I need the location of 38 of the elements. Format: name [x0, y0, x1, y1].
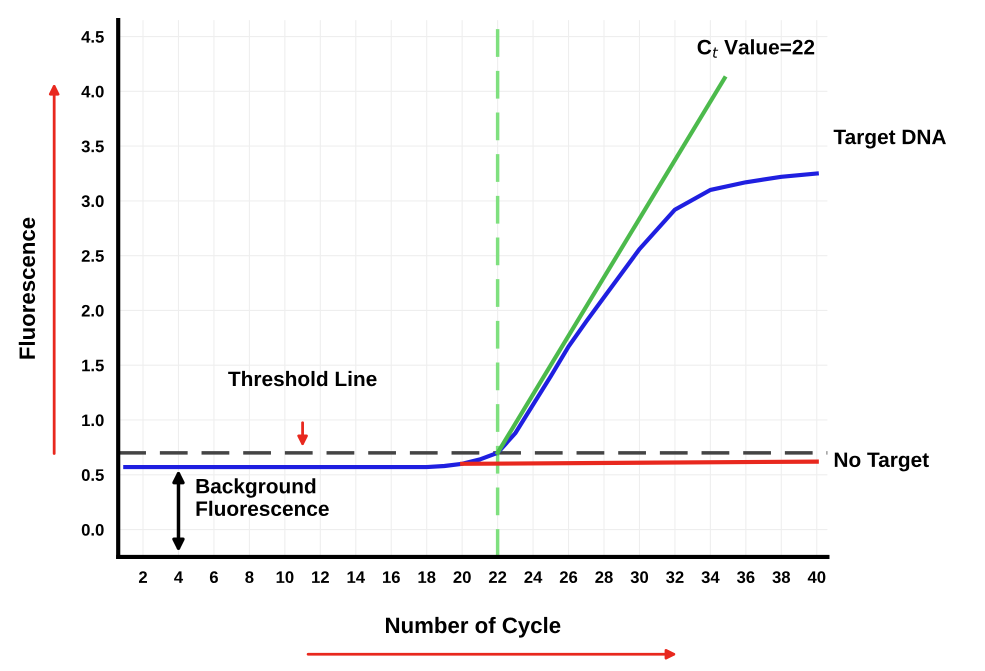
x-tick-label: 32: [666, 571, 684, 584]
x-tick-label: 20: [453, 571, 471, 584]
x-tick-label: 38: [772, 571, 790, 584]
annotation: C$_{t}$ Value=22: [698, 39, 814, 58]
y-tick-label: 2.0: [82, 304, 104, 317]
y-tick-label: 0.5: [82, 469, 104, 481]
x-tick-label: 16: [383, 571, 400, 584]
x-tick-label: 24: [524, 571, 542, 583]
series-label: No Target: [834, 452, 929, 472]
x-tick-label: 22: [488, 571, 506, 583]
x-tick-label: 6: [210, 571, 218, 584]
y-tick-label: 3.5: [82, 140, 104, 152]
x-tick-label: 26: [560, 571, 578, 584]
y-tick-label: 4.5: [81, 31, 104, 43]
y-tick-label: 1.5: [82, 360, 104, 372]
x-tick-label: 28: [595, 571, 613, 584]
y-tick-label: 1.0: [82, 414, 104, 426]
x-tick-label: 34: [701, 571, 720, 584]
x-tick-label: 12: [312, 571, 329, 583]
x-tick-label: 14: [348, 571, 365, 583]
y-tick-label: 0.0: [82, 524, 104, 536]
x-tick-label: 10: [276, 571, 294, 584]
x-axis-title: Number of Cycle: [386, 616, 560, 638]
annotation: Threshold Line: [228, 370, 377, 386]
x-tick-label: 18: [418, 571, 436, 584]
x-tick-label: 30: [630, 571, 648, 584]
x-tick-label: 8: [245, 571, 254, 584]
series-label: Target DNA: [834, 130, 946, 148]
annotation: Background Fluorescence: [196, 478, 329, 516]
x-tick-label: 36: [736, 571, 755, 584]
y-tick-label: 4.0: [81, 86, 104, 98]
y-tick-label: 2.5: [82, 250, 104, 262]
x-tick-label: 4: [174, 571, 184, 583]
line-series: [123, 171, 819, 470]
y-tick-label: 3.0: [82, 195, 104, 208]
x-tick-label: 40: [808, 571, 826, 584]
x-tick-label: 2: [138, 571, 147, 583]
y-axis-title: Fluorescence: [18, 218, 36, 359]
